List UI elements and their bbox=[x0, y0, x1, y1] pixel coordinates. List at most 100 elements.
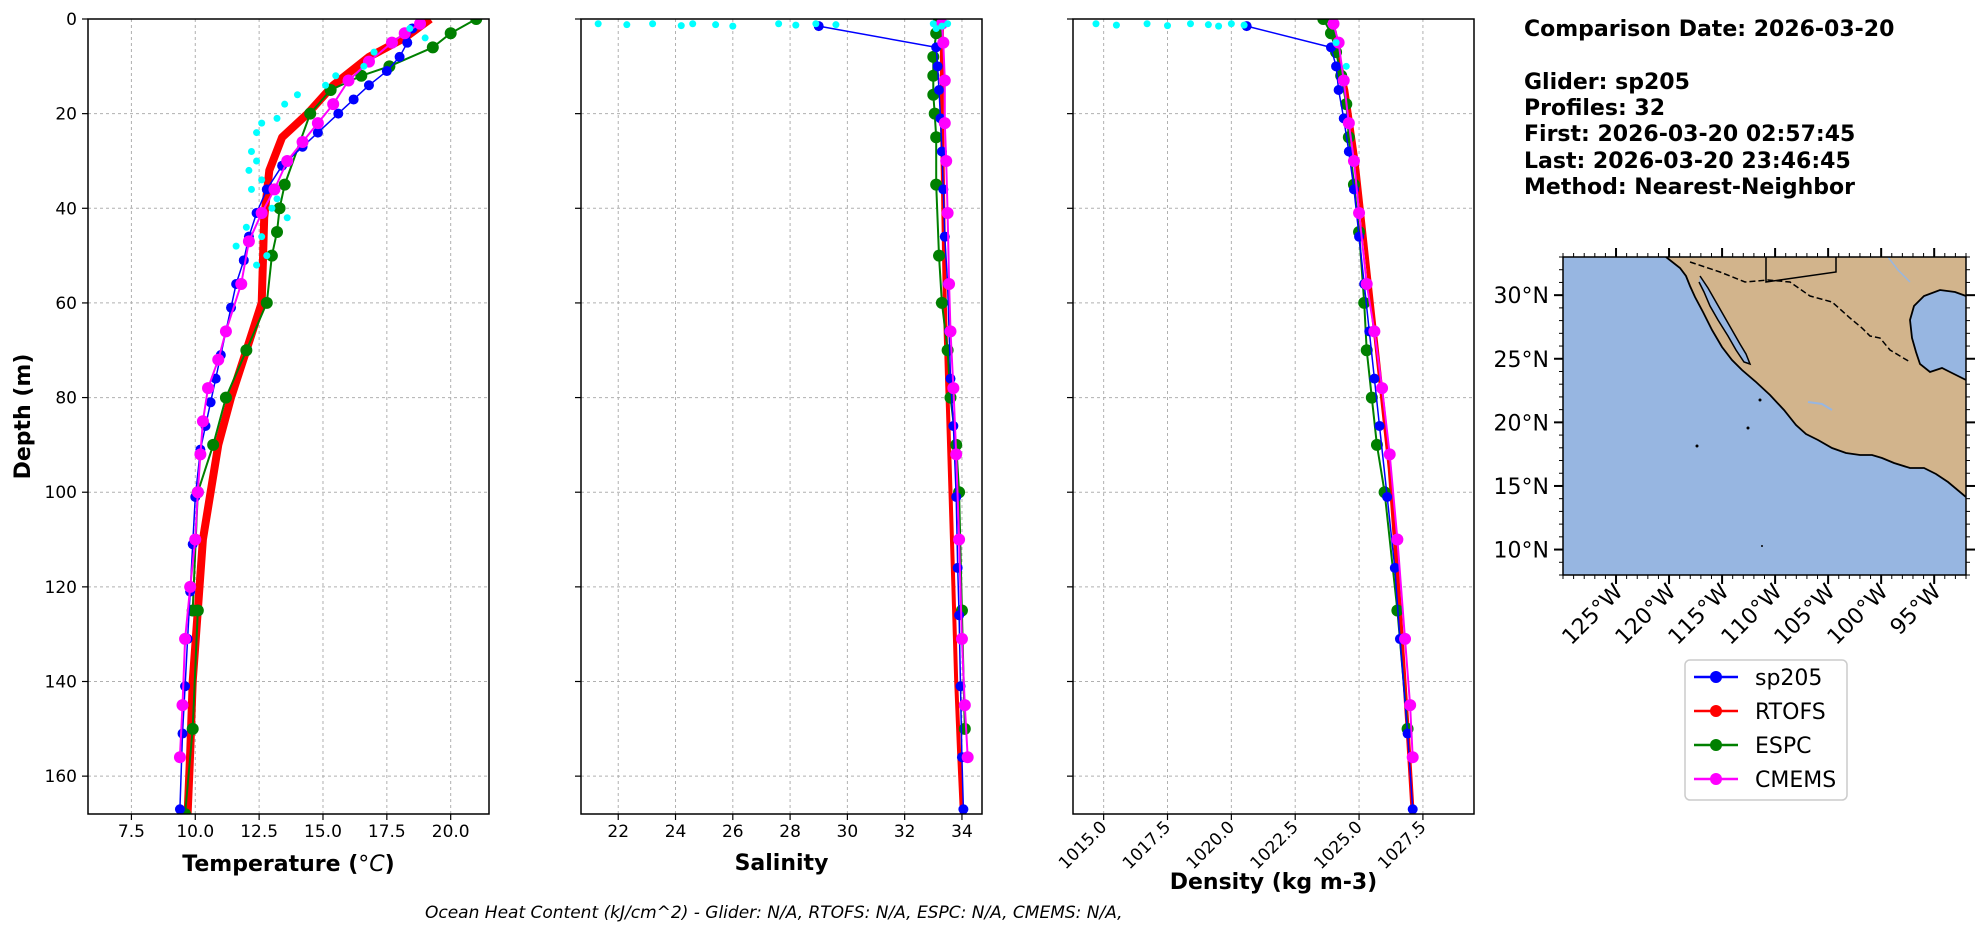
x-tick-label: 1020.0 bbox=[1183, 817, 1239, 873]
data-point-cmems bbox=[385, 36, 398, 49]
data-point-cmems bbox=[242, 235, 255, 248]
raw-glider-point bbox=[594, 20, 602, 28]
grid bbox=[1073, 18, 1474, 814]
data-point-espc bbox=[271, 225, 284, 238]
data-point-cmems bbox=[1404, 699, 1417, 712]
data-point-espc bbox=[207, 438, 220, 451]
x-tick-label: 24 bbox=[665, 822, 687, 842]
data-point-sp205 bbox=[363, 80, 374, 91]
series-line-rtofs bbox=[183, 19, 433, 814]
info-block: Comparison Date: 2026-03-20 Glider: sp20… bbox=[1524, 17, 1894, 200]
x-axis-title: Salinity bbox=[735, 851, 829, 876]
first-time: First: 2026-03-20 02:57:45 bbox=[1524, 122, 1855, 147]
raw-glider-point bbox=[932, 24, 940, 32]
raw-glider-point bbox=[242, 223, 250, 231]
raw-glider-point bbox=[232, 242, 240, 250]
x-tick-label: 7.5 bbox=[118, 822, 145, 842]
map-island bbox=[1761, 545, 1763, 547]
data-point-cmems bbox=[1360, 278, 1373, 290]
series-line-espc bbox=[1322, 19, 1409, 729]
x-axis-title: Density (kg m-3) bbox=[1170, 870, 1378, 895]
x-tick-label: 26 bbox=[722, 822, 744, 842]
raw-glider-point bbox=[322, 81, 330, 89]
data-point-sp205 bbox=[312, 127, 323, 138]
data-point-sp205 bbox=[1407, 804, 1418, 814]
data-point-cmems bbox=[212, 353, 225, 366]
legend-label-sp205: sp205 bbox=[1755, 666, 1822, 691]
x-tick-label: 1015.0 bbox=[1055, 817, 1111, 873]
data-point-espc bbox=[278, 178, 291, 191]
x-tick-label: 10.0 bbox=[176, 822, 214, 842]
y-tick-label: 160 bbox=[45, 767, 77, 787]
data-point-cmems bbox=[950, 448, 963, 461]
x-tick-label: 1022.5 bbox=[1247, 817, 1303, 873]
data-point-sp205 bbox=[958, 804, 969, 814]
data-point-cmems bbox=[1368, 325, 1381, 338]
data-point-espc bbox=[1324, 27, 1337, 40]
x-tick-label: 28 bbox=[779, 822, 801, 842]
map-gulf-of-california bbox=[1699, 276, 1750, 364]
data-point-cmems bbox=[189, 533, 202, 546]
data-point-espc bbox=[470, 19, 483, 25]
data-point-sp205 bbox=[177, 728, 188, 739]
data-point-cmems bbox=[937, 36, 950, 49]
data-point-sp205 bbox=[238, 255, 249, 266]
data-point-sp205 bbox=[1402, 728, 1413, 739]
raw-glider-point bbox=[421, 34, 429, 42]
raw-glider-point bbox=[712, 21, 720, 29]
map-lat-label: 30°N bbox=[1494, 284, 1549, 309]
data-point-cmems bbox=[327, 98, 340, 111]
data-point-sp205 bbox=[934, 84, 945, 95]
data-point-cmems bbox=[414, 19, 427, 30]
raw-glider-point bbox=[253, 261, 261, 269]
data-point-sp205 bbox=[1389, 562, 1400, 573]
last-time: Last: 2026-03-20 23:46:45 bbox=[1524, 149, 1851, 174]
map-coastline-baja bbox=[1698, 275, 1752, 366]
raw-glider-point bbox=[253, 129, 261, 137]
raw-glider-point bbox=[293, 91, 301, 99]
x-tick-label: 12.5 bbox=[240, 822, 278, 842]
data-point-espc bbox=[426, 41, 439, 54]
data-point-cmems bbox=[255, 207, 268, 220]
data-point-sp205 bbox=[1333, 84, 1344, 95]
raw-glider-point bbox=[689, 20, 697, 28]
data-point-espc-tail bbox=[191, 604, 204, 617]
data-point-espc bbox=[273, 202, 286, 215]
map-lat-label: 15°N bbox=[1494, 475, 1549, 500]
x-tick-label: 32 bbox=[894, 822, 916, 842]
data-point-cmems bbox=[1383, 448, 1396, 461]
y-tick-label: 100 bbox=[45, 483, 77, 503]
data-point-cmems bbox=[947, 382, 960, 395]
data-point-cmems bbox=[191, 486, 204, 499]
data-point-sp205 bbox=[394, 51, 405, 62]
data-point-sp205 bbox=[333, 108, 344, 119]
data-point-cmems bbox=[941, 207, 954, 220]
legend-label-rtofs: RTOFS bbox=[1755, 700, 1826, 725]
data-point-cmems bbox=[1342, 117, 1355, 130]
map-lon-label: 100°W bbox=[1823, 579, 1894, 650]
raw-glider-point bbox=[938, 22, 946, 30]
raw-glider-point bbox=[944, 20, 952, 28]
data-point-espc bbox=[240, 344, 253, 357]
y-tick-label: 80 bbox=[55, 389, 77, 409]
data-point-espc bbox=[1370, 438, 1383, 451]
glider-name: Glider: sp205 bbox=[1524, 70, 1690, 95]
legend-marker-espc bbox=[1710, 739, 1722, 751]
map-island bbox=[1746, 426, 1750, 430]
raw-glider-point bbox=[1240, 21, 1248, 29]
map-land-mainland bbox=[1666, 257, 1966, 497]
data-point-cmems bbox=[1376, 382, 1389, 395]
raw-glider-point bbox=[253, 157, 261, 165]
data-point-espc bbox=[1342, 131, 1355, 144]
raw-glider-point bbox=[649, 20, 657, 28]
data-point-espc-tail bbox=[186, 722, 199, 735]
data-point-sp205 bbox=[381, 66, 392, 77]
data-point-cmems bbox=[219, 325, 232, 338]
data-point-espc bbox=[265, 249, 278, 262]
plot-area bbox=[173, 19, 483, 814]
map-border-us-state bbox=[1765, 257, 1837, 283]
data-point-cmems bbox=[958, 699, 971, 712]
plot-area bbox=[1092, 19, 1419, 814]
x-tick-label: 22 bbox=[607, 822, 629, 842]
